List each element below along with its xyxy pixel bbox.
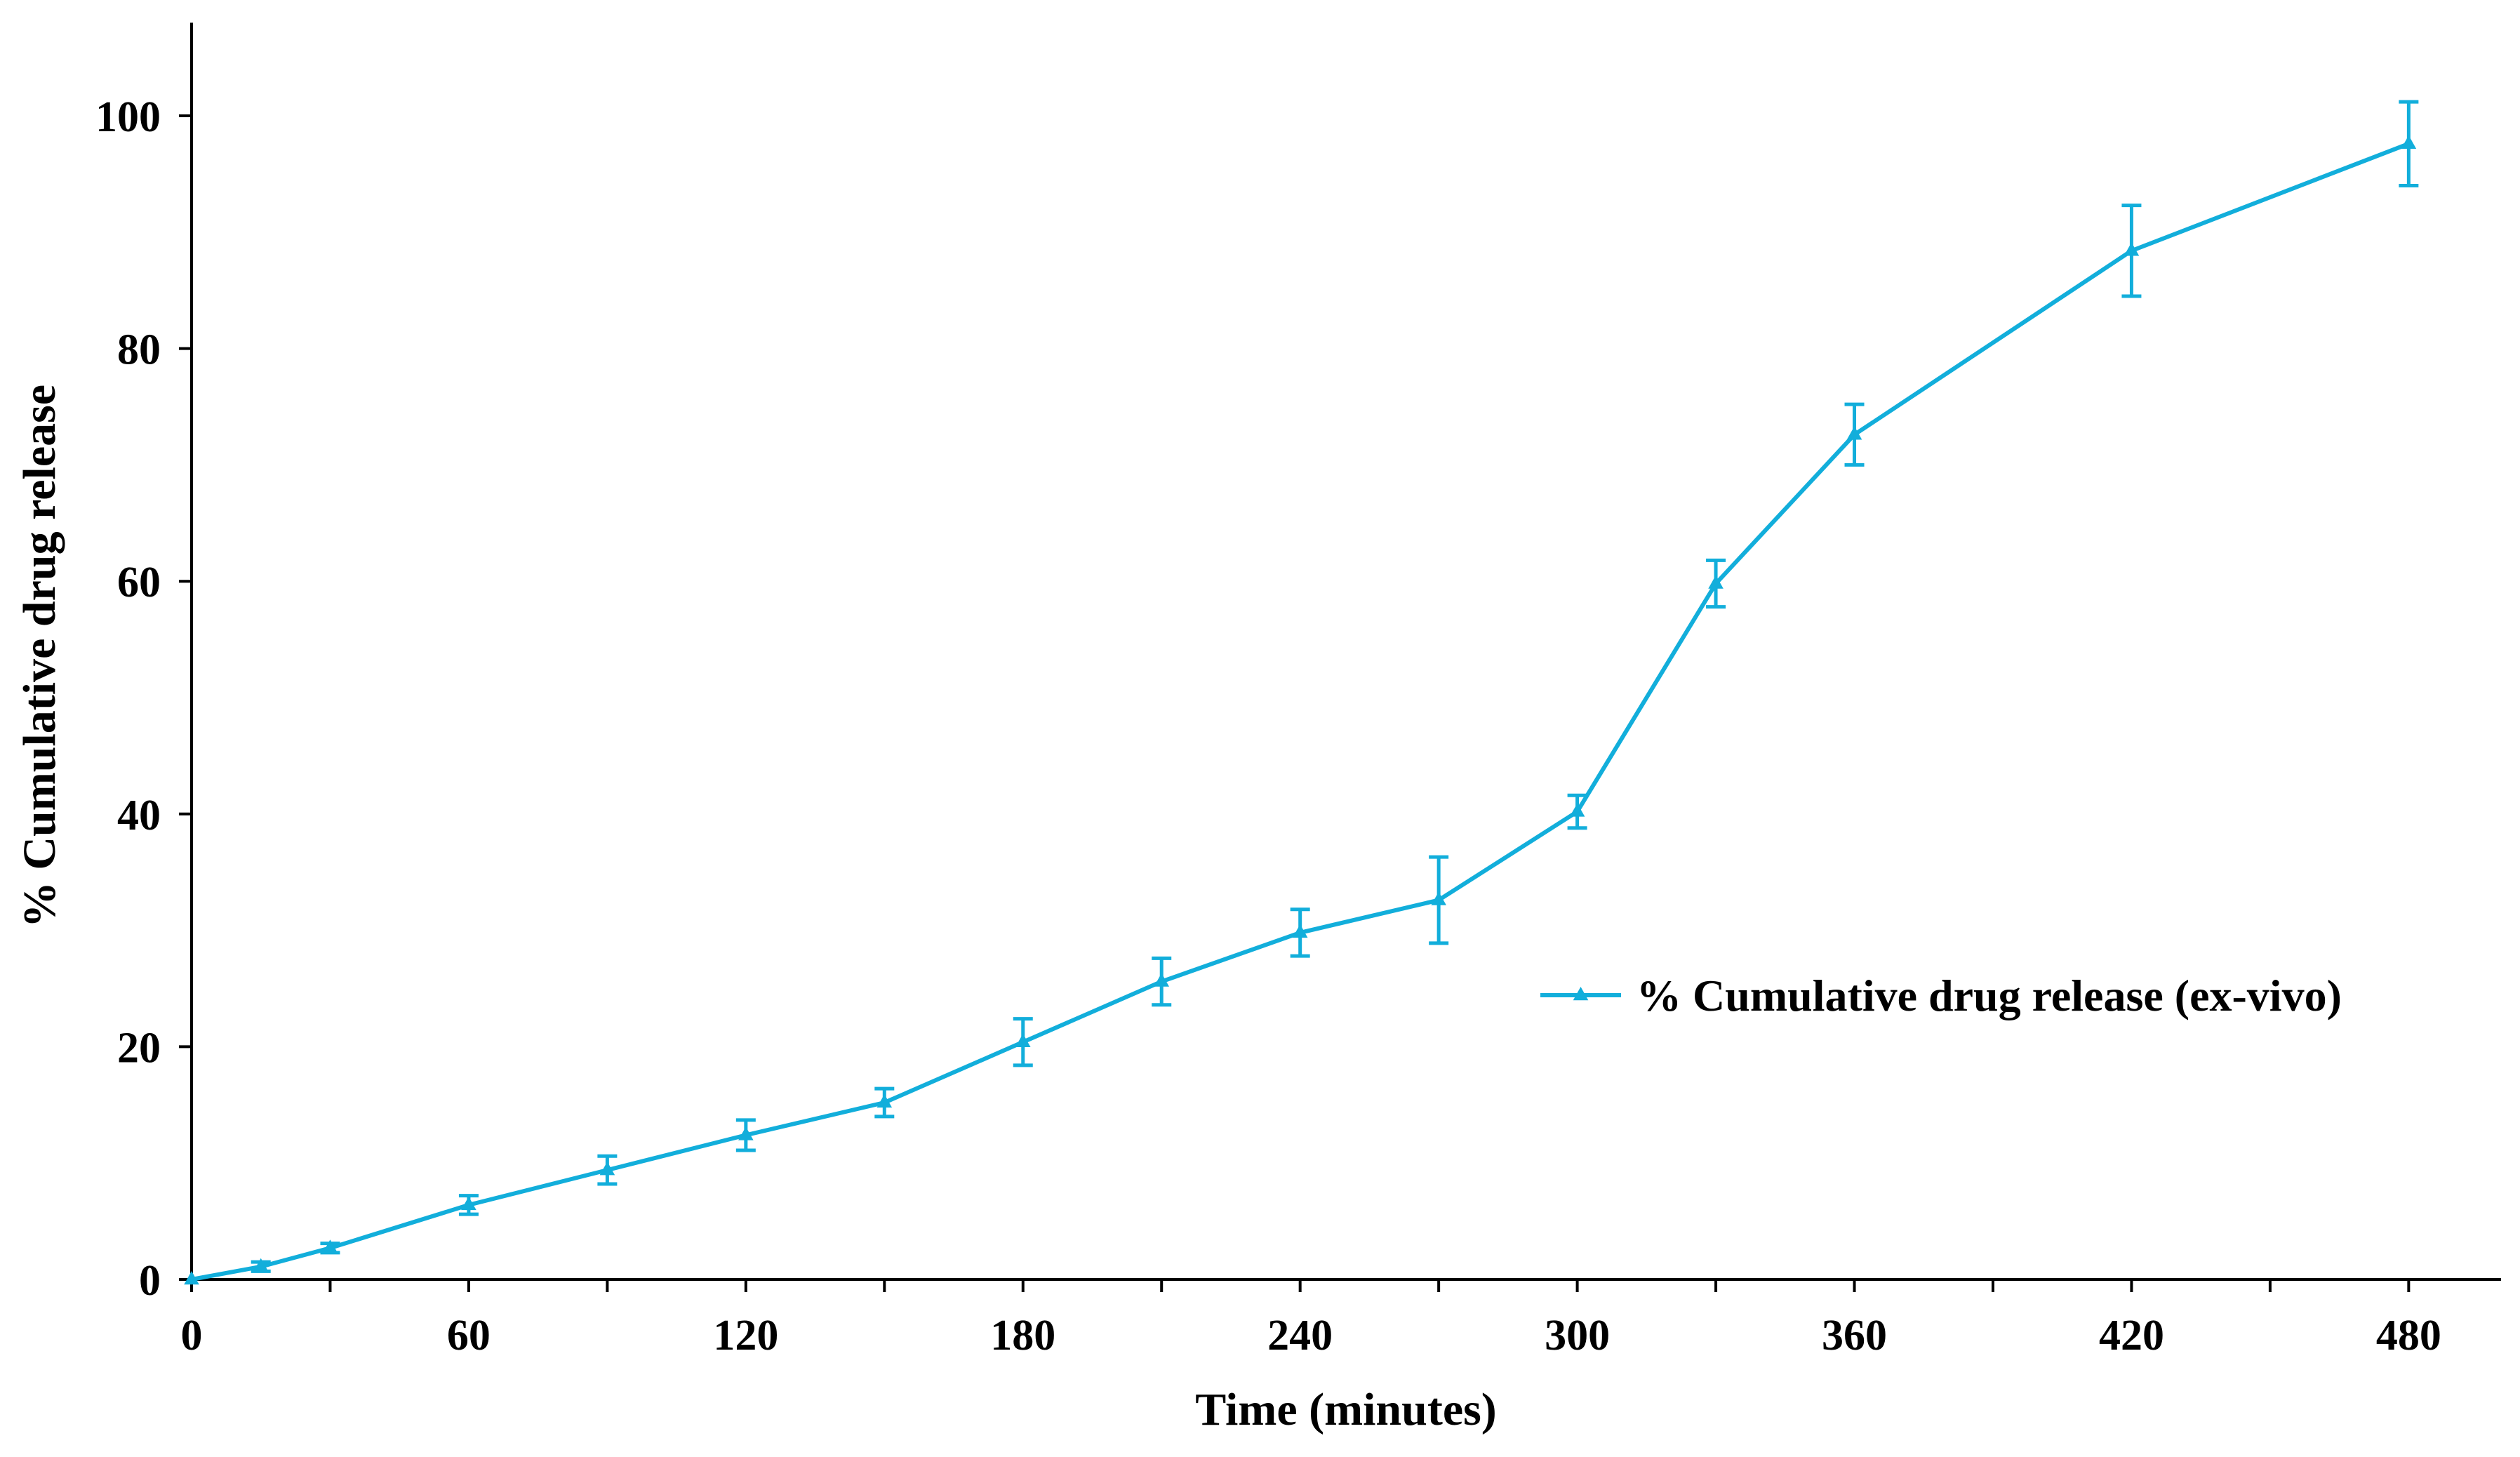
data-point [1569,803,1585,817]
x-tick-label: 480 [2376,1312,2441,1359]
legend-label: % Cumulative drug release (ex-vivo) [1636,971,2342,1020]
data-point [1708,575,1724,589]
data-point [1154,973,1170,987]
data-point [322,1239,338,1253]
data-point [876,1093,893,1108]
data-point [1292,924,1308,938]
y-axis-title: % Cumulative drug release [14,385,65,928]
x-tick-label: 420 [2099,1312,2164,1359]
x-tick-label: 180 [990,1312,1055,1359]
y-tick-label: 100 [95,93,161,141]
series-line [191,142,2410,1282]
x-tick-label: 0 [181,1312,203,1359]
data-point [2401,135,2417,149]
y-tick-label: 80 [117,326,161,374]
y-tick-label: 60 [117,559,161,606]
data-point [253,1258,269,1272]
y-tick-label: 20 [117,1024,161,1072]
y-tick-label: 0 [139,1257,161,1305]
x-tick-label: 360 [1822,1312,1887,1359]
data-point [2124,242,2140,256]
data-point [184,1271,199,1285]
data-point [461,1196,476,1211]
data-point [1431,891,1446,905]
data-point [738,1126,754,1140]
data-point [599,1162,615,1176]
x-tick-label: 300 [1545,1312,1610,1359]
legend-swatch-marker [1573,987,1589,1001]
data-point [1015,1033,1031,1047]
y-tick-label: 40 [117,792,161,839]
x-tick-label: 60 [447,1312,491,1359]
x-axis-title: Time (minutes) [1195,1384,1497,1435]
x-tick-label: 240 [1267,1312,1333,1359]
x-tick-label: 120 [713,1312,778,1359]
data-point [1846,426,1862,440]
